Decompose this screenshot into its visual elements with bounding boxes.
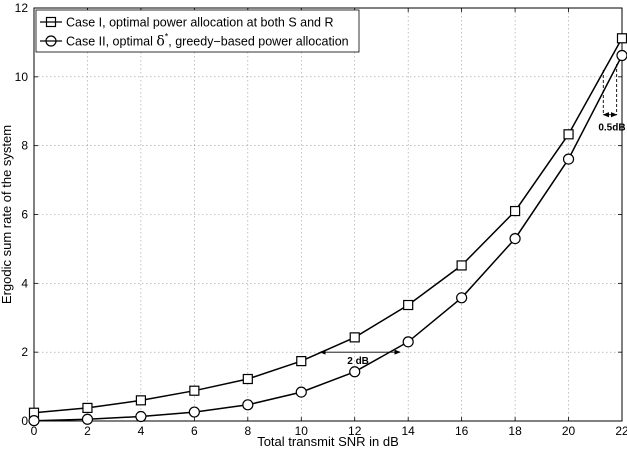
series-2 (28, 49, 627, 427)
x-tick-label: 12 (348, 424, 362, 438)
data-point-circle (81, 413, 94, 425)
data-point-circle (616, 49, 627, 62)
x-tick-label: 18 (508, 424, 522, 438)
legend-label-case-1: Case I, optimal power allocation at both… (66, 16, 334, 30)
x-tick-label: 16 (455, 424, 469, 438)
data-point-circle (28, 415, 40, 427)
annotations: 2 dB 0.5dB (319, 63, 626, 367)
legend-label-case-2-star: * (165, 32, 169, 42)
x-tick-label: 0 (31, 424, 38, 438)
data-point-square (563, 129, 574, 140)
series-1 (28, 33, 627, 418)
legend-box (35, 9, 360, 53)
x-tick-label: 4 (138, 424, 145, 438)
data-point-square (349, 332, 360, 343)
annotation-2db-label: 2 dB (347, 356, 369, 367)
data-point-circle (562, 153, 575, 165)
y-tick-label: 8 (21, 139, 28, 153)
axis-ticks: 0 2 4 6 8 10 12 14 16 18 20 22 0 2 4 6 8 10 12 (15, 1, 627, 438)
legend-label-case-2-suffix: , greedy−based power allocation (168, 35, 348, 49)
data-point-square (242, 373, 253, 385)
x-tick-label: 6 (191, 424, 198, 438)
x-tick-label: 22 (615, 424, 627, 438)
legend-label-case-2-prefix: Case II, optimal (66, 35, 156, 49)
grid-lines (33, 7, 623, 422)
data-point-circle (295, 386, 307, 398)
data-point-circle (509, 232, 521, 245)
series-line-1 (33, 37, 623, 414)
annotation-05db-label: 0.5dB (598, 123, 625, 134)
data-point-square (456, 260, 467, 271)
data-point-circle (135, 410, 147, 423)
data-point-circle (456, 292, 468, 304)
data-point-square (616, 33, 627, 44)
legend-entry-case-1: Case I, optimal power allocation at both… (40, 16, 334, 30)
x-tick-label: 8 (244, 424, 251, 438)
series-layer (28, 33, 627, 427)
legend-square-marker (45, 16, 57, 28)
x-tick-label: 20 (562, 424, 576, 438)
data-point-circle (188, 406, 200, 418)
x-tick-label: 2 (84, 424, 91, 438)
data-point-circle (349, 366, 361, 378)
series-line-2 (33, 55, 623, 422)
legend-label-case-2: Case II, optimal δ*, greedy−based power … (66, 32, 349, 50)
y-tick-label: 2 (21, 345, 28, 359)
y-tick-label: 0 (21, 414, 28, 428)
y-tick-label: 4 (21, 276, 28, 290)
y-tick-label: 10 (15, 70, 29, 84)
legend-label-case-2-delta: δ (156, 34, 164, 50)
legend-entry-case-2: Case II, optimal δ*, greedy−based power … (40, 32, 349, 50)
data-point-square (403, 299, 414, 311)
x-tick-label: 10 (295, 424, 309, 438)
data-point-square (82, 402, 93, 414)
y-tick-label: 12 (15, 1, 29, 15)
x-tick-label: 14 (402, 424, 416, 438)
data-point-circle (242, 399, 254, 411)
data-point-square (509, 205, 521, 217)
x-axis-label: Total transmit SNR in dB (257, 434, 399, 449)
y-axis-label: Ergodic sum rate of the system (0, 125, 14, 304)
data-point-square (189, 385, 200, 396)
legend: Case I, optimal power allocation at both… (35, 9, 360, 53)
legend-circle-marker (45, 35, 57, 47)
data-point-square (296, 356, 307, 367)
y-tick-label: 6 (21, 208, 28, 222)
data-point-circle (402, 336, 414, 348)
data-point-square (135, 395, 147, 406)
